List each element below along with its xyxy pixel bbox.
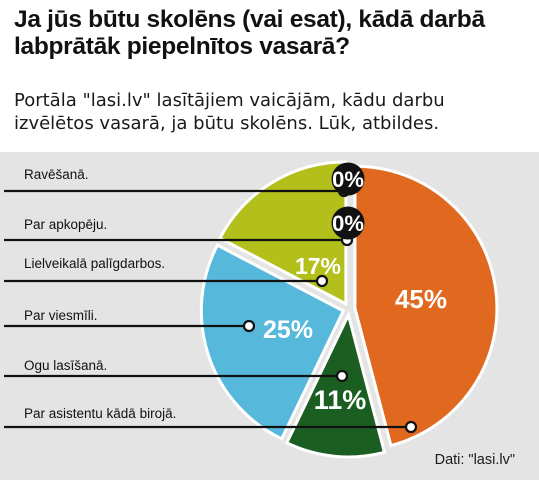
value-labels: 17% 25% 11% 45% 0% 0%: [263, 162, 447, 415]
leader-dot-par-asistentu-kada-biroja: [404, 420, 418, 434]
leader-dot-ogu-lasisana: [335, 369, 349, 383]
value-label-par-apkopeju: 0%: [332, 211, 364, 236]
value-label-par-asistentu-kada-biroja: 45%: [395, 284, 447, 314]
value-label-ogu-lasisana: 11%: [314, 385, 367, 415]
category-label-par-apkopeju: Par apkopēju.: [24, 217, 107, 232]
page-title: Ja jūs būtu skolēns (vai esat), kādā dar…: [14, 6, 485, 60]
pie-slice-par-asistentu-kada-biroja: [353, 164, 499, 448]
pie-chart: Ravēšanā. Par apkopēju. Lielveikalā palīgd…: [0, 152, 539, 480]
page-subtitle: Portāla "lasi.lv" lasītājiem vaicājām, k…: [14, 90, 445, 134]
leader-dot-lielveikala-paligdarbos: [315, 274, 329, 288]
pie-slices: [199, 160, 499, 459]
leader-dot-par-viesmili: [242, 319, 256, 333]
category-label-par-viesmili: Par viesmīli.: [24, 308, 98, 323]
source-note: Dati: "lasi.lv": [435, 452, 515, 468]
pie-slice-lielveikala-paligdarbos: [217, 160, 348, 307]
zero-badge-ravesana: [331, 162, 365, 196]
chart-panel: Ravēšanā. Par apkopēju. Lielveikalā palīgd…: [0, 152, 539, 480]
category-label-par-asistentu-kada-biroja: Par asistentu kādā birojā.: [24, 406, 176, 421]
value-label-ravesana: 0%: [332, 167, 364, 192]
zero-badge-par-apkopeju: [331, 206, 365, 240]
category-label-lielveikala-paligdarbos: Lielveikalā palīgdarbos.: [24, 256, 165, 271]
value-label-lielveikala-paligdarbos: 17%: [295, 253, 341, 279]
value-label-par-viesmili: 25%: [263, 316, 313, 344]
category-label-ogu-lasisana: Ogu lasīšanā.: [24, 358, 107, 373]
pie-slice-ogu-lasisana: [284, 310, 387, 459]
category-labels: Ravēšanā. Par apkopēju. Lielveikalā palīgd…: [24, 167, 176, 421]
category-label-ravesana: Ravēšanā.: [24, 167, 89, 182]
